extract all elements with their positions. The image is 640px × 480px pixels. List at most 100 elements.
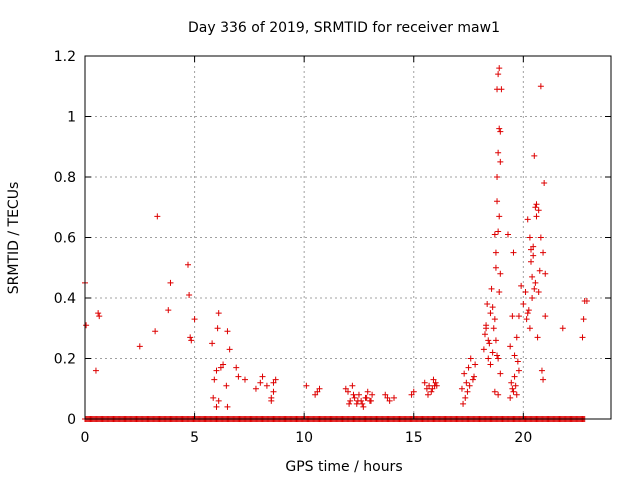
data-point — [136, 343, 143, 350]
data-point — [498, 86, 505, 93]
data-point — [431, 382, 438, 389]
data-point — [532, 204, 539, 211]
data-point — [494, 198, 501, 205]
data-point — [495, 391, 502, 398]
data-point — [495, 149, 502, 156]
data-point — [525, 307, 532, 314]
data-point — [533, 213, 540, 220]
x-tick-labels: 0 5 10 15 20 — [81, 430, 533, 446]
data-point — [426, 382, 433, 389]
data-point — [580, 316, 587, 323]
data-point — [191, 316, 198, 323]
data-point — [424, 391, 431, 398]
data-point — [485, 355, 492, 362]
data-point — [508, 379, 515, 386]
data-point — [186, 291, 193, 298]
data-point — [488, 285, 495, 292]
data-point — [491, 388, 498, 395]
axis-ticks — [84, 55, 611, 420]
data-point — [421, 379, 428, 386]
data-point — [241, 376, 248, 383]
data-point — [487, 310, 494, 317]
data-point — [526, 325, 533, 332]
data-point — [504, 231, 511, 238]
data-point — [270, 388, 277, 395]
data-point — [487, 361, 494, 368]
data-point — [92, 367, 99, 374]
data-point — [496, 125, 503, 132]
data-point — [215, 397, 222, 404]
data-point — [259, 373, 266, 380]
data-point — [529, 273, 536, 280]
data-point — [165, 307, 172, 314]
data-point — [531, 152, 538, 159]
data-point — [209, 340, 216, 347]
data-point — [484, 301, 491, 308]
data-point — [354, 397, 361, 404]
data-point — [235, 373, 242, 380]
data-point — [364, 388, 371, 395]
data-point — [349, 382, 356, 389]
data-point — [507, 343, 514, 350]
data-point — [540, 249, 547, 256]
y-axis-label: SRMTID / TECUs — [6, 182, 22, 295]
data-point — [211, 376, 218, 383]
data-point — [542, 270, 549, 277]
data-point — [187, 334, 194, 341]
data-point — [428, 388, 435, 395]
data-point — [185, 261, 192, 268]
x-tick-label: 15 — [405, 430, 423, 446]
data-point — [528, 258, 535, 265]
data-point — [224, 328, 231, 335]
y-tick-label: 0.4 — [54, 291, 76, 307]
data-point — [272, 376, 279, 383]
data-point — [537, 83, 544, 90]
data-point — [511, 352, 518, 359]
data-point — [495, 228, 502, 235]
data-point — [359, 400, 366, 407]
data-point — [360, 403, 367, 410]
data-point — [353, 400, 360, 407]
data-points — [82, 65, 590, 410]
x-tick-label: 20 — [514, 430, 532, 446]
x-tick-label: 5 — [190, 430, 199, 446]
data-point — [515, 313, 522, 320]
x-axis-label: GPS time / hours — [285, 459, 402, 475]
data-point — [303, 382, 310, 389]
data-point — [497, 128, 504, 135]
data-point — [471, 373, 478, 380]
data-point — [369, 391, 376, 398]
data-point — [528, 246, 535, 253]
data-point — [509, 385, 516, 392]
data-point — [483, 322, 490, 329]
data-point — [534, 334, 541, 341]
data-point — [268, 397, 275, 404]
data-point — [515, 367, 522, 374]
data-point — [491, 231, 498, 238]
data-point — [355, 391, 362, 398]
y-tick-label: 0.8 — [54, 170, 76, 186]
x-tick-label: 10 — [295, 430, 313, 446]
data-point — [463, 379, 470, 386]
data-point — [460, 400, 467, 407]
data-point — [526, 234, 533, 241]
data-point — [430, 376, 437, 383]
data-point — [464, 388, 471, 395]
data-point — [213, 403, 220, 410]
data-point — [532, 279, 539, 286]
data-point — [490, 325, 497, 332]
data-point — [559, 325, 566, 332]
x-tick-label: 0 — [81, 430, 90, 446]
data-point — [542, 313, 549, 320]
data-point — [429, 385, 436, 392]
data-point — [540, 376, 547, 383]
data-point — [520, 301, 527, 308]
data-point — [224, 403, 231, 410]
data-point — [495, 355, 502, 362]
data-point — [489, 349, 496, 356]
data-point — [489, 304, 496, 311]
data-point — [233, 364, 240, 371]
data-point — [467, 355, 474, 362]
data-point — [83, 322, 90, 329]
data-point — [496, 213, 503, 220]
